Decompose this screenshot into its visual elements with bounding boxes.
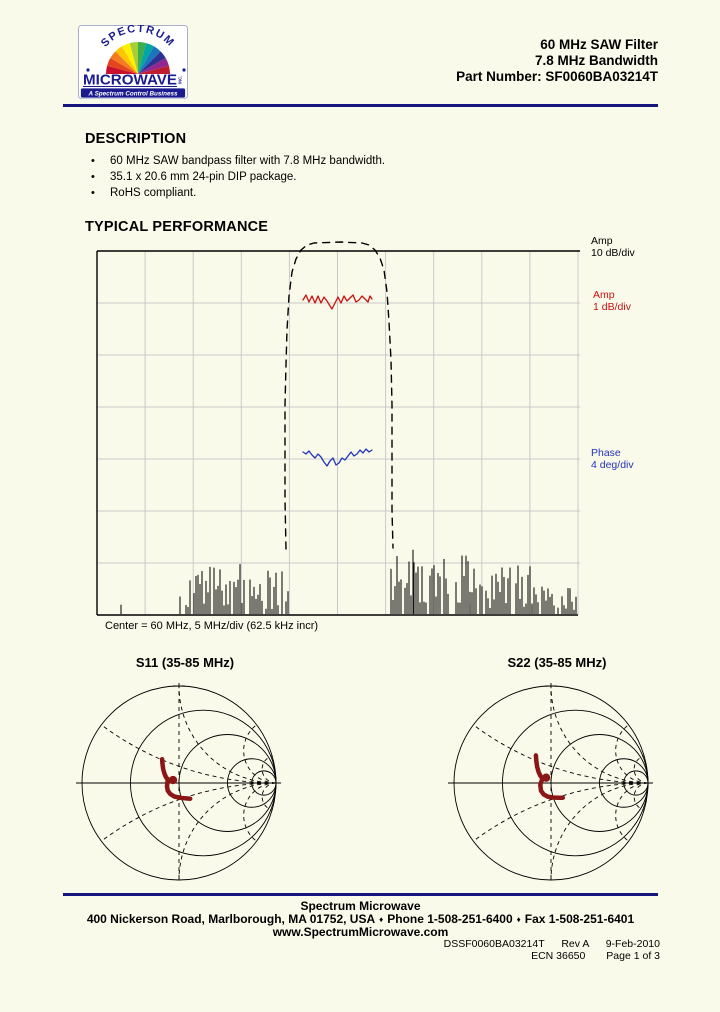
s11-title: S11 (35-85 MHz) <box>135 655 235 670</box>
logo-dot-left <box>86 68 90 72</box>
smith-grid <box>448 683 653 883</box>
trace-1 <box>302 294 373 310</box>
phase-label: Phase 4 deg/div <box>591 447 634 471</box>
footer-company: Spectrum Microwave <box>300 899 421 913</box>
footer-doc-line: DSSF0060BA03214T Rev A 9-Feb-2010 <box>444 938 660 950</box>
document-title-block: 60 MHz SAW Filter 7.8 MHz Bandwidth Part… <box>456 37 658 85</box>
logo-name-text: MICROWAVE <box>83 72 177 89</box>
bullet-text: RoHS compliant. <box>110 187 197 199</box>
frequency-response-chart <box>96 241 580 616</box>
description-bullet: • RoHS compliant. <box>88 185 385 201</box>
trace-0 <box>284 241 394 550</box>
smith-grid <box>76 683 281 883</box>
footer-ecn-line: ECN 36650 Page 1 of 3 <box>531 950 660 962</box>
bullet-icon: • <box>91 171 95 183</box>
footer-website[interactable]: www.SpectrumMicrowave.com <box>272 925 449 939</box>
stopband-noise <box>120 549 577 614</box>
bullet-icon: • <box>91 155 95 167</box>
chart-frame <box>96 250 580 616</box>
smith-trace-marker <box>541 773 551 782</box>
s11-smith-chart <box>76 683 281 883</box>
s22-smith-chart <box>448 683 653 883</box>
bullet-text: 60 MHz SAW bandpass filter with 7.8 MHz … <box>110 155 386 167</box>
title-line-3-part-number: Part Number: SF0060BA03214T <box>456 69 658 84</box>
footer-address: 400 Nickerson Road, Marlborough, MA 0175… <box>86 912 376 926</box>
ecn-number: ECN 36650 <box>531 950 586 962</box>
smith-trace <box>533 753 566 800</box>
footer-phone: Phone 1-508-251-6400 <box>387 912 513 926</box>
doc-revision: Rev A <box>561 938 589 950</box>
s22-title: S22 (35-85 MHz) <box>507 655 607 670</box>
spectrum-microwave-logo: SPECTRUM MICROWAVE INC. A Spectrum Contr… <box>78 25 188 99</box>
description-bullet-list: • 60 MHz SAW bandpass filter with 7.8 MH… <box>88 153 385 201</box>
amp-wide-label: Amp 10 dB/div <box>591 235 635 259</box>
chart-gridlines <box>97 251 580 615</box>
logo-dot-right <box>182 68 186 72</box>
smith-trace <box>159 756 193 801</box>
bullet-icon: • <box>91 187 95 199</box>
title-line-1: 60 MHz SAW Filter <box>540 37 658 52</box>
logo-tagline-text: A Spectrum Control Business <box>88 90 178 97</box>
typical-performance-heading: TYPICAL PERFORMANCE <box>85 219 269 235</box>
footer-rule <box>63 893 658 896</box>
page-number: Page 1 of 3 <box>606 950 660 962</box>
logo-tagline-banner <box>80 87 186 99</box>
doc-number: DSSF0060BA03214T <box>443 938 545 950</box>
diamond-separator-icon: ♦ <box>379 915 384 924</box>
smith-trace-marker <box>168 775 178 785</box>
amp-narrow-label: Amp 1 dB/div <box>593 289 631 313</box>
diamond-separator-icon: ♦ <box>516 915 521 924</box>
title-line-2: 7.8 MHz Bandwidth <box>534 53 658 68</box>
bullet-text: 35.1 x 20.6 mm 24-pin DIP package. <box>110 171 297 183</box>
description-heading: DESCRIPTION <box>85 131 187 147</box>
footer-address-line: 400 Nickerson Road, Marlborough, MA 0175… <box>63 912 658 926</box>
footer-fax: Fax 1-508-251-6401 <box>524 912 635 926</box>
header-rule <box>63 104 658 107</box>
description-bullet: • 60 MHz SAW bandpass filter with 7.8 MH… <box>88 153 385 169</box>
logo-inc-text: INC. <box>178 76 183 84</box>
description-bullet: • 35.1 x 20.6 mm 24-pin DIP package. <box>88 169 385 185</box>
doc-date: 9-Feb-2010 <box>605 938 660 950</box>
chart-caption: Center = 60 MHz, 5 MHz/div (62.5 kHz inc… <box>105 620 319 632</box>
rainbow-fan-icon <box>106 42 170 74</box>
trace-2 <box>302 448 373 467</box>
